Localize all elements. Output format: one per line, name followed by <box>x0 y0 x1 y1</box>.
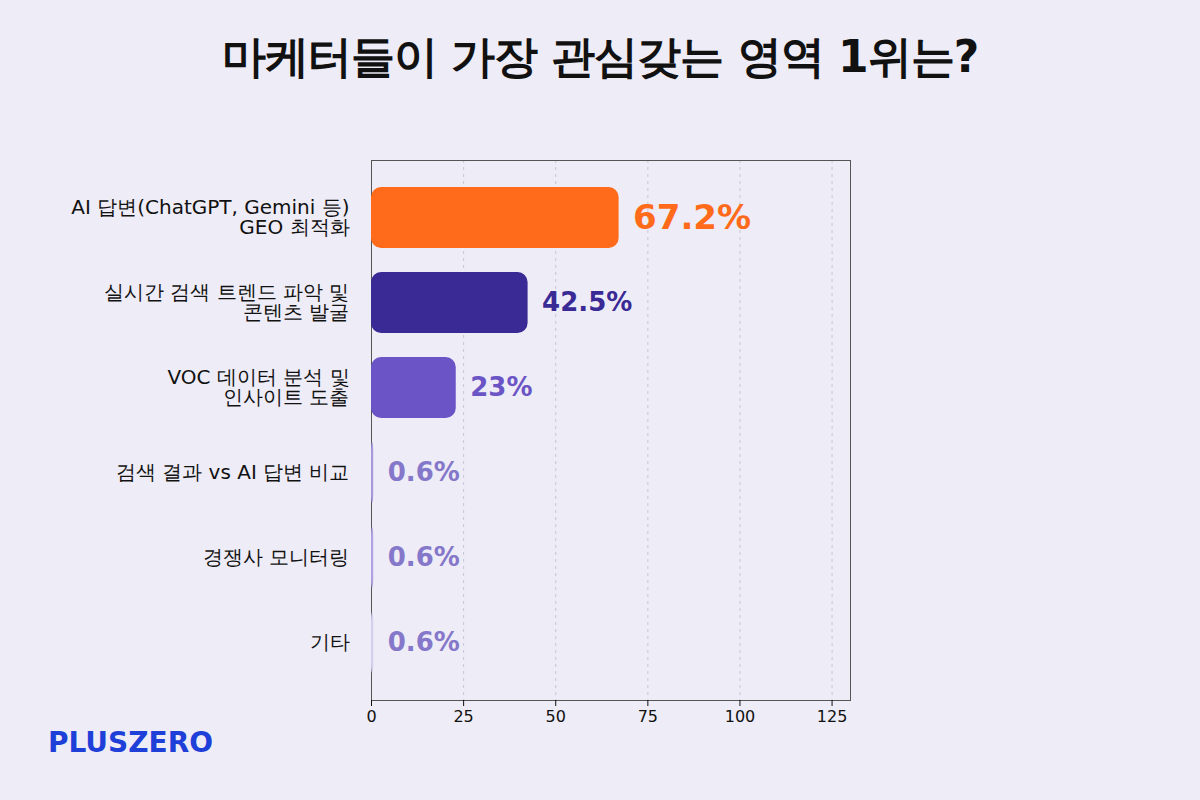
svg-text:실시간 검색 트렌드 파악 및콘텐츠 발굴: 실시간 검색 트렌드 파악 및콘텐츠 발굴 <box>104 280 349 324</box>
svg-text:75: 75 <box>638 707 658 726</box>
svg-text:기타: 기타 <box>310 630 350 654</box>
svg-text:0.6%: 0.6% <box>388 457 460 487</box>
html-text:마케터들이 가장 관심갖는 영역 1위는?: 마케터들이 가장 관심갖는 영역 1위는? <box>221 31 979 82</box>
svg-text:67.2%: 67.2% <box>633 197 751 237</box>
svg-text:0.6%: 0.6% <box>388 627 460 657</box>
svg-text:100: 100 <box>725 707 756 726</box>
svg-text:AI 답변(ChatGPT, Gemini 등)GEO 최적: AI 답변(ChatGPT, Gemini 등)GEO 최적화 <box>71 195 349 239</box>
svg-text:0: 0 <box>366 707 376 726</box>
svg-text:VOC 데이터 분석 및인사이트 도출: VOC 데이터 분석 및인사이트 도출 <box>167 365 349 409</box>
html-text:PLUSZERO: PLUSZERO <box>48 726 214 759</box>
svg-text:125: 125 <box>817 707 848 726</box>
svg-text:42.5%: 42.5% <box>542 287 632 317</box>
svg-text:23%: 23% <box>470 372 532 402</box>
svg-text:50: 50 <box>546 707 566 726</box>
svg-text:0.6%: 0.6% <box>388 542 460 572</box>
svg-text:경쟁사 모니터링: 경쟁사 모니터링 <box>203 545 349 569</box>
svg-text:검색 결과 vs AI 답변 비교: 검색 결과 vs AI 답변 비교 <box>116 460 350 484</box>
svg-text:25: 25 <box>453 707 473 726</box>
